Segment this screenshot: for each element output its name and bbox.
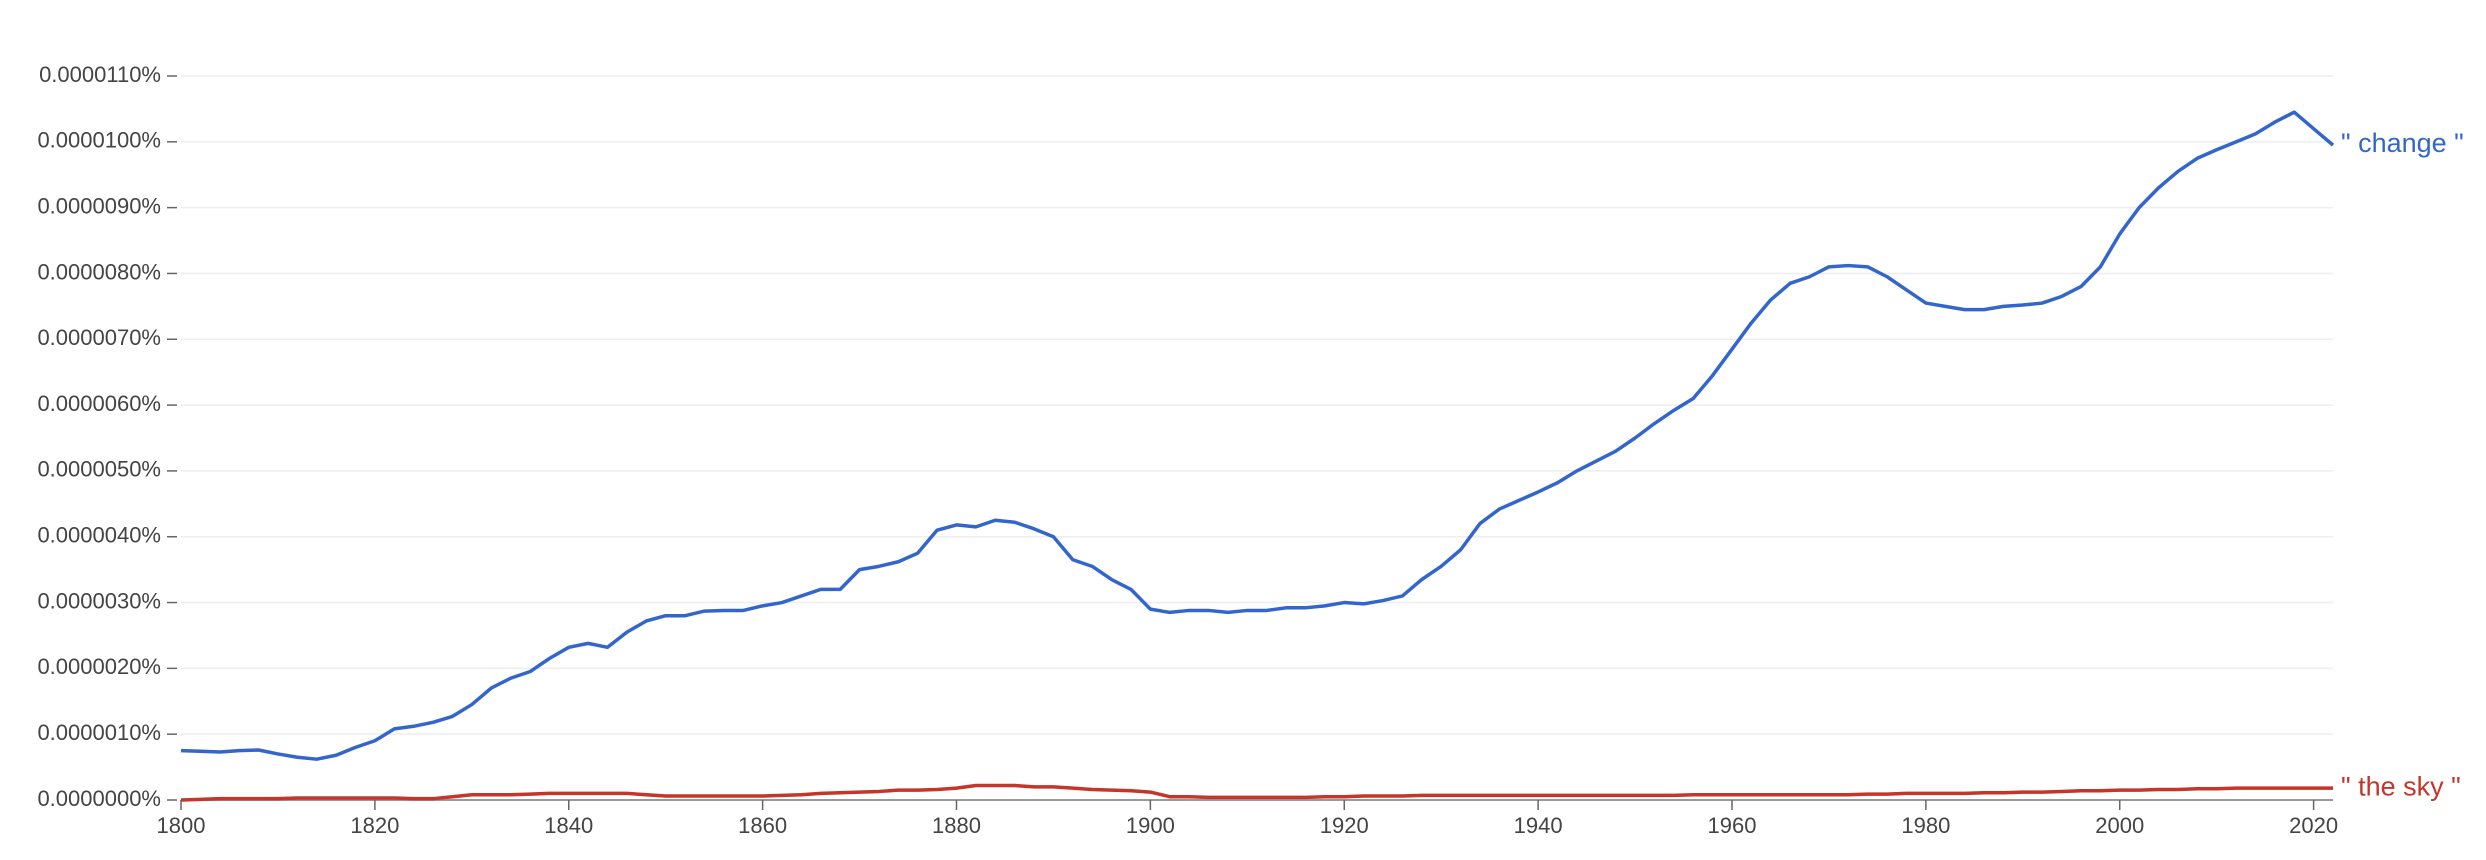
x-tick-label: 1940 bbox=[1514, 813, 1563, 838]
y-tick-label: 0.0000100% bbox=[37, 128, 161, 153]
x-tick-label: 2000 bbox=[2095, 813, 2144, 838]
y-tick-label: 0.0000020% bbox=[37, 654, 161, 679]
y-tick-label: 0.0000000% bbox=[37, 786, 161, 811]
y-tick-label: 0.0000060% bbox=[37, 391, 161, 416]
x-tick-label: 1980 bbox=[1901, 813, 1950, 838]
x-tick-label: 1920 bbox=[1320, 813, 1369, 838]
series-line bbox=[180, 110, 2335, 761]
y-tick-label: 0.0000070% bbox=[37, 325, 161, 350]
x-tick-label: 1900 bbox=[1126, 813, 1175, 838]
y-tick-label: 0.0000080% bbox=[37, 259, 161, 284]
series-line bbox=[180, 783, 2333, 802]
y-tick-label: 0.0000110% bbox=[39, 62, 161, 87]
x-tick-label: 2020 bbox=[2289, 813, 2338, 838]
x-tick-label: 1820 bbox=[350, 813, 399, 838]
series-label: " change " bbox=[2341, 128, 2464, 158]
x-tick-label: 1960 bbox=[1708, 813, 1757, 838]
series-label: " the sky " bbox=[2341, 771, 2461, 801]
y-tick-label: 0.0000030% bbox=[37, 588, 161, 613]
y-tick-label: 0.0000010% bbox=[37, 720, 161, 745]
x-tick-label: 1800 bbox=[157, 813, 206, 838]
y-tick-label: 0.0000040% bbox=[37, 523, 161, 548]
y-tick-label: 0.0000090% bbox=[37, 193, 161, 218]
x-tick-label: 1840 bbox=[544, 813, 593, 838]
x-tick-label: 1880 bbox=[932, 813, 981, 838]
x-tick-label: 1860 bbox=[738, 813, 787, 838]
y-tick-label: 0.0000050% bbox=[37, 457, 161, 482]
